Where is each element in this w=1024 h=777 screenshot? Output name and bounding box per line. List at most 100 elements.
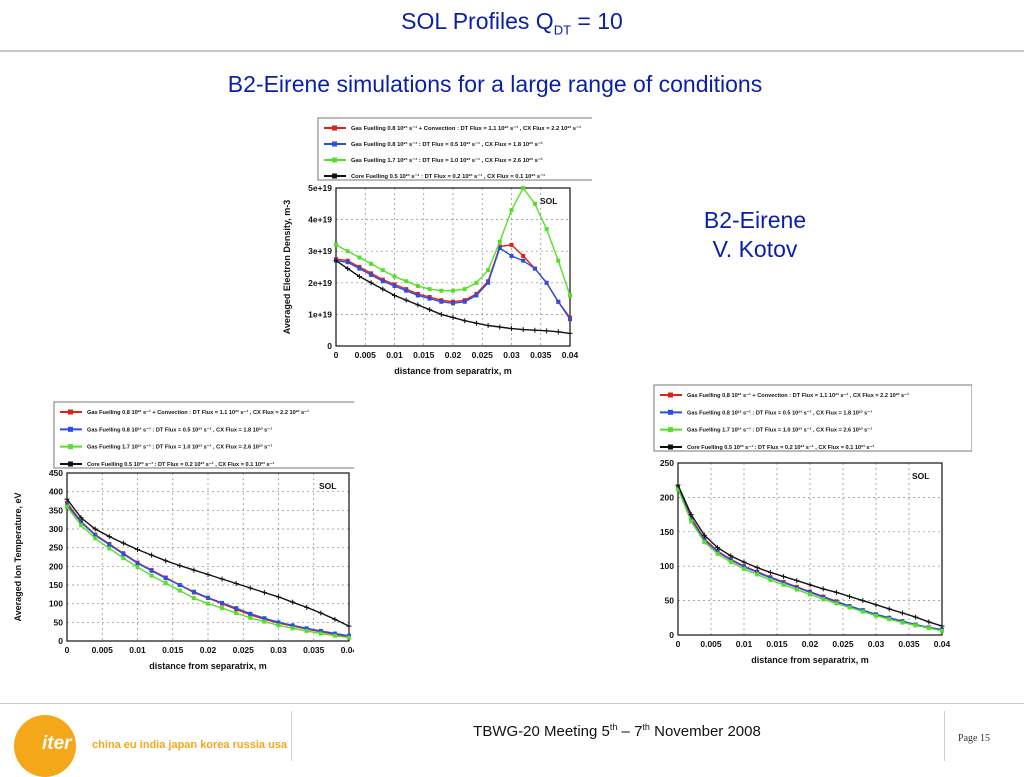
data-point xyxy=(64,496,70,502)
credit-line-1: B2-Eirene xyxy=(703,207,807,233)
data-point xyxy=(219,576,225,582)
data-point xyxy=(191,589,196,594)
x-axis-label: distance from separatrix, m xyxy=(149,661,267,671)
footer-divider xyxy=(0,703,1024,704)
data-point xyxy=(768,575,773,580)
sol-annotation: SOL xyxy=(319,481,336,491)
data-point xyxy=(163,576,168,581)
y-tick-label: 100 xyxy=(49,599,63,609)
legend-marker xyxy=(68,426,73,432)
data-point xyxy=(107,542,112,547)
data-point xyxy=(556,299,561,304)
data-point xyxy=(248,615,253,620)
data-point xyxy=(149,568,154,573)
data-point xyxy=(392,283,397,288)
y-tick-label: 1e+19 xyxy=(308,309,332,319)
data-point xyxy=(438,311,444,317)
data-point xyxy=(276,623,281,628)
data-point xyxy=(555,329,561,335)
data-point xyxy=(261,589,267,595)
data-point xyxy=(450,315,456,321)
meeting-text-1: TBWG-20 Meeting 5 xyxy=(473,723,610,740)
x-tick-label: 0.015 xyxy=(413,350,435,360)
x-tick-label: 0.04 xyxy=(562,350,579,360)
data-point xyxy=(92,526,98,532)
x-tick-label: 0.005 xyxy=(700,639,722,649)
data-point xyxy=(532,201,537,206)
slide-title-tail: = 10 xyxy=(571,8,623,34)
data-point xyxy=(346,623,352,629)
data-point xyxy=(544,280,549,285)
data-point xyxy=(567,330,573,336)
data-point xyxy=(497,324,503,330)
data-point xyxy=(380,279,385,284)
y-tick-label: 3e+19 xyxy=(308,246,332,256)
y-tick-label: 2e+19 xyxy=(308,278,332,288)
legend-marker xyxy=(668,444,673,450)
data-point xyxy=(415,302,421,308)
data-point xyxy=(356,273,362,279)
data-point xyxy=(521,186,526,190)
y-tick-label: 50 xyxy=(54,617,64,627)
x-tick-label: 0.03 xyxy=(503,350,520,360)
data-point xyxy=(135,547,140,553)
data-point xyxy=(767,569,773,575)
data-point xyxy=(887,617,892,622)
y-tick-label: 50 xyxy=(665,596,675,606)
data-point xyxy=(247,585,253,591)
legend-label: Core Fuelling 0.5 10²³ s⁻¹ : DT Flux = 0… xyxy=(87,461,274,468)
data-point xyxy=(276,620,281,625)
data-point xyxy=(473,320,479,326)
legend-label: Gas Fuelling 1.7 10²³ s⁻¹ : DT Flux = 1.… xyxy=(87,444,272,451)
x-tick-label: 0.01 xyxy=(386,350,403,360)
y-tick-label: 250 xyxy=(49,543,63,553)
data-point xyxy=(149,552,155,558)
legend-label: Core Fuelling 0.5 10²³ s⁻¹ : DT Flux = 0… xyxy=(687,444,874,451)
data-point xyxy=(462,318,468,324)
data-point xyxy=(427,307,433,313)
x-tick-label: 0.02 xyxy=(200,645,217,655)
x-tick-label: 0.02 xyxy=(802,639,819,649)
data-point xyxy=(509,253,514,258)
data-point xyxy=(521,258,526,263)
x-tick-label: 0.03 xyxy=(868,639,885,649)
data-point xyxy=(899,610,905,616)
x-tick-label: 0 xyxy=(334,350,339,360)
x-tick-label: 0.025 xyxy=(832,639,854,649)
footer: iter china eu india japan korea russia u… xyxy=(0,703,1024,777)
x-tick-label: 0.01 xyxy=(736,639,753,649)
data-point xyxy=(392,274,397,279)
y-tick-label: 0 xyxy=(327,341,332,351)
meeting-sup-2: th xyxy=(642,722,650,732)
data-point xyxy=(191,596,196,601)
legend-marker xyxy=(332,141,337,147)
data-point xyxy=(521,253,526,258)
data-point xyxy=(177,588,182,593)
data-point xyxy=(794,587,799,592)
data-point xyxy=(913,623,918,628)
data-point xyxy=(205,572,211,578)
data-point xyxy=(860,609,865,614)
data-point xyxy=(689,517,694,522)
legend-label: Gas Fuelling 0.8 10²³ s⁻¹ + Convection :… xyxy=(351,125,581,132)
chart-svg: Gas Fuelling 0.8 10²³ s⁻¹ + Convection :… xyxy=(282,117,592,376)
legend-label: Gas Fuelling 0.8 10²³ s⁻¹ + Convection :… xyxy=(87,409,309,416)
data-point xyxy=(220,600,225,605)
data-point xyxy=(234,606,239,611)
y-tick-label: 350 xyxy=(49,505,63,515)
data-point xyxy=(497,239,502,244)
data-point xyxy=(206,595,210,600)
data-point xyxy=(913,614,919,620)
data-point xyxy=(357,255,362,260)
data-point xyxy=(120,540,126,546)
legend-frame xyxy=(53,401,354,469)
data-point xyxy=(439,288,444,293)
legend-marker xyxy=(332,173,337,179)
data-point xyxy=(688,512,694,518)
chart-legend: Gas Fuelling 0.8 10²³ s⁻¹ + Convection :… xyxy=(53,401,354,469)
data-point xyxy=(926,619,932,625)
legend-label: Gas Fuelling 0.8 10²³ s⁻¹ : DT Flux = 0.… xyxy=(351,141,543,148)
credit-block: B2-Eirene V. Kotov xyxy=(640,206,870,264)
data-point xyxy=(860,598,866,604)
data-point xyxy=(781,574,787,580)
